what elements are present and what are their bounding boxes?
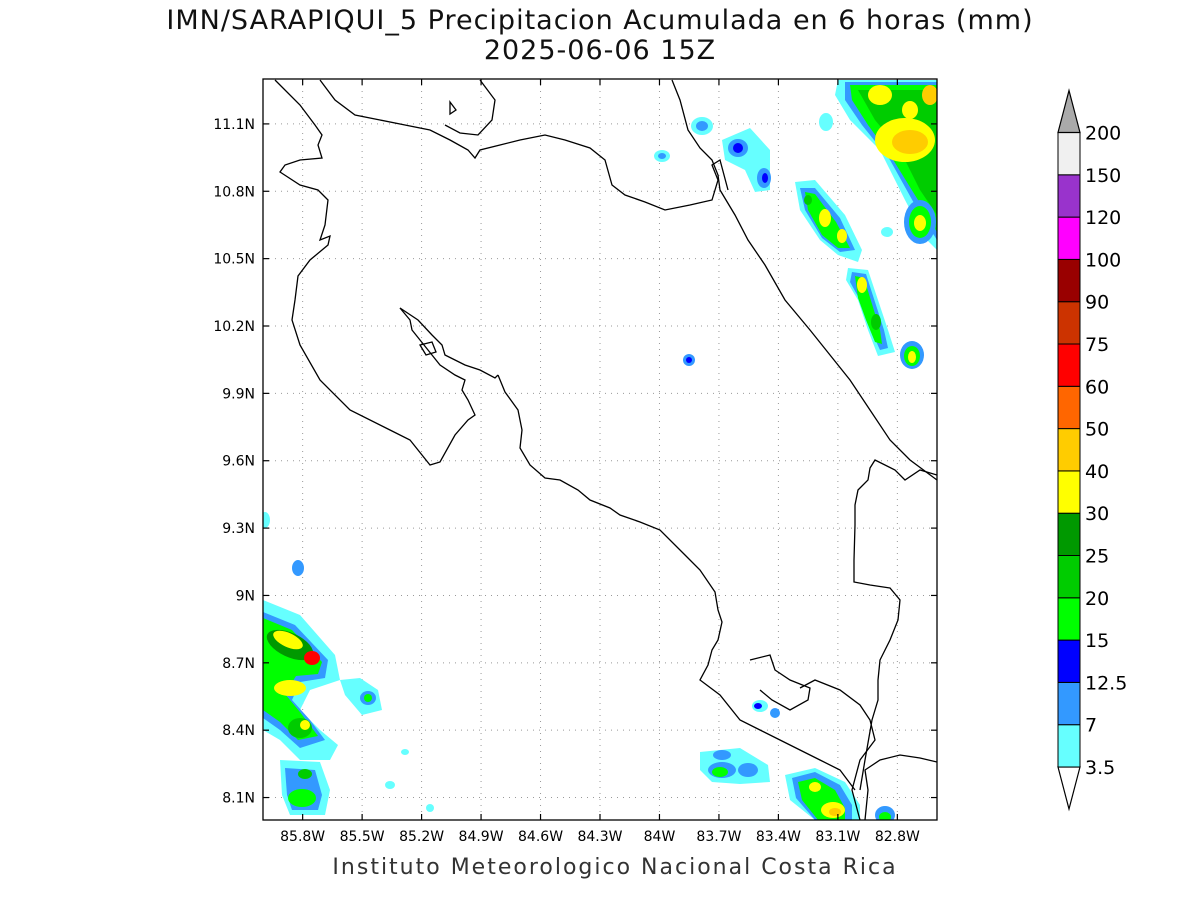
lon-tick-label: 85.2W xyxy=(399,829,444,845)
colorbar-label: 40 xyxy=(1085,461,1109,483)
map-valid-time: 2025-06-06 15Z xyxy=(483,35,717,66)
lon-tick-label: 82.8W xyxy=(875,829,920,845)
credit-text: Instituto Meteorologico Nacional Costa R… xyxy=(332,855,898,880)
colorbar-label: 200 xyxy=(1085,123,1121,145)
colorbar-swatch xyxy=(1057,639,1081,683)
colorbar-swatch xyxy=(1057,343,1081,387)
coastlines xyxy=(274,79,937,820)
lon-tick-label: 83.1W xyxy=(815,829,860,845)
island-lake xyxy=(449,100,457,116)
colorbar-label: 120 xyxy=(1085,207,1121,229)
colorbar-label: 60 xyxy=(1085,376,1109,398)
colorbar-swatch xyxy=(1057,681,1081,726)
colorbar-arrow-high xyxy=(1057,88,1081,134)
lat-tick-label: 9.3N xyxy=(222,521,255,537)
precip-cluster-caribbean-coast xyxy=(795,180,924,369)
colorbar-label: 20 xyxy=(1085,588,1109,610)
colorbar-label: 100 xyxy=(1085,249,1121,271)
lake-nicaragua-shore xyxy=(319,79,729,211)
nicaragua-coast-west xyxy=(274,79,476,466)
lat-tick-label: 9.9N xyxy=(222,386,255,402)
osa-peninsula xyxy=(749,654,811,711)
lon-tick-label: 83.7W xyxy=(696,829,741,845)
colorbar-arrow-low xyxy=(1057,766,1081,812)
precip-cluster-southeast xyxy=(700,700,895,820)
colorbar-swatch xyxy=(1057,385,1081,430)
colorbar-legend: 3.5 7 12.5 15 20 25 30 40 50 60 75 90 100 120 150 200 xyxy=(1057,88,1127,812)
lake-nicaragua-north xyxy=(444,79,496,136)
precipitation-field xyxy=(263,80,937,820)
colorbar-label: 50 xyxy=(1085,419,1109,441)
lon-tick-label: 85.5W xyxy=(340,829,385,845)
colorbar-swatch xyxy=(1057,216,1081,260)
colorbar-label: 12.5 xyxy=(1085,672,1127,694)
lat-tick-label: 11.1N xyxy=(213,117,255,133)
lon-tick-label: 84.6W xyxy=(518,829,563,845)
lon-tick-label: 84.9W xyxy=(459,829,504,845)
lat-tick-label: 8.7N xyxy=(222,656,255,672)
lat-tick-label: 9.6N xyxy=(222,454,255,470)
nicoya-gulf xyxy=(399,307,499,379)
colorbar-swatch xyxy=(1057,724,1081,768)
lat-tick-label: 8.1N xyxy=(222,791,255,807)
colorbar-label: 7 xyxy=(1085,715,1097,737)
pacific-coast-central xyxy=(497,374,856,791)
lon-tick-label: 84W xyxy=(644,829,676,845)
lon-tick-label: 84.3W xyxy=(577,829,622,845)
lat-tick-label: 10.2N xyxy=(213,319,255,335)
island-small xyxy=(418,341,437,356)
lon-tick-label: 83.4W xyxy=(756,829,801,845)
grid-lines xyxy=(263,79,937,820)
precip-small-cells-north xyxy=(654,113,893,366)
lon-tick-label: 85.8W xyxy=(280,829,325,845)
golfo-dulce xyxy=(799,679,876,820)
precip-cluster-northeast xyxy=(835,80,937,250)
colorbar-label: 15 xyxy=(1085,630,1109,652)
colorbar-label: 75 xyxy=(1085,334,1109,356)
map-axes: 11.1N 10.8N 10.5N 10.2N 9.9N 9.6N 9.3N 9N 8.7N 8.… xyxy=(213,79,937,845)
colorbar-label: 30 xyxy=(1085,503,1109,525)
colorbar-swatch xyxy=(1057,428,1081,472)
colorbar-swatch xyxy=(1057,301,1081,345)
colorbar-label: 25 xyxy=(1085,546,1109,568)
colorbar-swatch xyxy=(1057,470,1081,514)
lat-tick-label: 8.4N xyxy=(222,723,255,739)
colorbar-label: 150 xyxy=(1085,165,1121,187)
panama-border xyxy=(853,459,937,791)
colorbar-swatch xyxy=(1057,258,1081,303)
colorbar-swatch xyxy=(1057,174,1081,218)
caribbean-coast xyxy=(671,79,937,481)
colorbar-label: 3.5 xyxy=(1085,757,1115,779)
colorbar-swatch xyxy=(1057,132,1081,176)
colorbar-label: 90 xyxy=(1085,292,1109,314)
lat-tick-label: 9N xyxy=(236,588,255,604)
panama-coast-south xyxy=(864,754,937,820)
precip-cluster-southwest xyxy=(263,512,434,815)
map-title: IMN/SARAPIQUI_5 Precipitacion Acumulada … xyxy=(166,5,1034,36)
colorbar-swatch xyxy=(1057,555,1081,599)
lat-tick-label: 10.8N xyxy=(213,184,255,200)
colorbar-swatch xyxy=(1057,597,1081,641)
lat-tick-label: 10.5N xyxy=(213,252,255,268)
colorbar-swatch xyxy=(1057,512,1081,557)
